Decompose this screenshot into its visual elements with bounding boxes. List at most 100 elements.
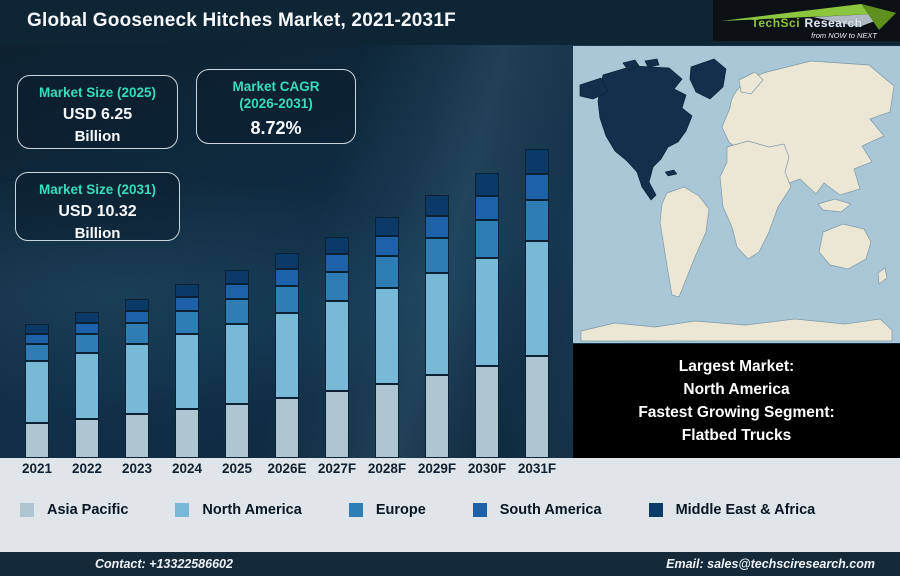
x-axis-label-2021: 2021 <box>21 461 53 476</box>
bar-segment-europe-2026E <box>275 286 299 313</box>
map-south-america <box>659 186 710 298</box>
market-highlights-box: Largest Market: North America Fastest Gr… <box>573 344 900 458</box>
bar-2030F <box>475 173 499 458</box>
bar-segment-asia-pacific-2031F <box>525 356 549 458</box>
bar-segment-south-america-2023 <box>125 311 149 323</box>
bar-segment-europe-2031F <box>525 200 549 241</box>
bar-segment-asia-pacific-2026E <box>275 398 299 458</box>
largest-market-value: North America <box>683 381 790 398</box>
bar-segment-asia-pacific-2023 <box>125 414 149 458</box>
stat-label: Market CAGR (2026-2031) <box>197 78 355 112</box>
bar-segment-middle-east-africa-2025 <box>225 270 249 284</box>
bar-segment-north-america-2027F <box>325 301 349 391</box>
bar-segment-europe-2021 <box>25 344 49 361</box>
bar-segment-middle-east-africa-2027F <box>325 237 349 254</box>
stat-value: USD 10.32 <box>58 203 137 220</box>
logo-brand-secondary: Research <box>804 16 863 30</box>
map-north-america-highlight <box>597 65 693 201</box>
legend-label: Europe <box>375 502 426 518</box>
legend-item-europe: Europe <box>348 502 426 518</box>
bar-2025 <box>225 270 249 458</box>
world-map-panel <box>573 46 900 343</box>
bar-segment-asia-pacific-2021 <box>25 423 49 458</box>
techsci-logo: TechSci Research from NOW to NEXT <box>713 0 900 41</box>
logo-arrow-icon <box>721 4 896 30</box>
map-scandinavia <box>738 71 764 95</box>
x-axis-label-2029F: 2029F <box>417 461 457 476</box>
bar-2026E <box>275 253 299 458</box>
x-axis-label-2028F: 2028F <box>367 461 407 476</box>
bar-segment-south-america-2031F <box>525 174 549 200</box>
map-alaska <box>579 77 609 100</box>
bar-segment-north-america-2025 <box>225 324 249 404</box>
bar-segment-middle-east-africa-2021 <box>25 324 49 334</box>
bar-segment-south-america-2026E <box>275 269 299 286</box>
bar-segment-middle-east-africa-2028F <box>375 217 399 236</box>
bar-segment-europe-2025 <box>225 299 249 324</box>
bar-segment-europe-2027F <box>325 272 349 301</box>
bar-segment-north-america-2031F <box>525 241 549 356</box>
bar-segment-south-america-2022 <box>75 323 99 334</box>
bar-segment-south-america-2027F <box>325 254 349 272</box>
logo-text: TechSci Research from NOW to NEXT <box>723 17 891 41</box>
bar-segment-north-america-2024 <box>175 334 199 409</box>
bar-segment-asia-pacific-2030F <box>475 366 499 458</box>
bar-segment-middle-east-africa-2030F <box>475 173 499 196</box>
bar-segment-north-america-2021 <box>25 361 49 423</box>
bar-2028F <box>375 217 399 458</box>
bar-2027F <box>325 237 349 458</box>
bar-segment-asia-pacific-2025 <box>225 404 249 458</box>
bar-segment-asia-pacific-2024 <box>175 409 199 458</box>
bar-2029F <box>425 195 449 458</box>
bar-segment-europe-2029F <box>425 238 449 273</box>
legend-item-middle-east-africa: Middle East & Africa <box>648 502 815 518</box>
bar-segment-south-america-2025 <box>225 284 249 299</box>
bar-segment-asia-pacific-2029F <box>425 375 449 458</box>
bar-2024 <box>175 284 199 458</box>
map-antarctica <box>580 318 893 342</box>
legend-label: South America <box>499 502 602 518</box>
bar-segment-middle-east-africa-2026E <box>275 253 299 269</box>
legend-label: Asia Pacific <box>47 502 129 518</box>
legend-swatch-icon <box>348 503 363 517</box>
logo-brand-primary: TechSci <box>751 16 801 30</box>
map-indonesia <box>817 198 852 213</box>
bar-segment-north-america-2023 <box>125 344 149 414</box>
bar-segment-middle-east-africa-2023 <box>125 299 149 311</box>
stat-unit: Billion <box>74 128 121 145</box>
bar-2021 <box>25 324 49 458</box>
bar-segment-north-america-2029F <box>425 273 449 375</box>
x-axis-label-2030F: 2030F <box>467 461 507 476</box>
stat-box-market-size-2025: Market Size (2025) USD 6.25 Billion <box>17 75 178 149</box>
map-new-zealand <box>877 267 888 285</box>
stacked-bar-chart <box>0 45 573 458</box>
bar-segment-north-america-2030F <box>475 258 499 366</box>
stat-value: 8.72% <box>250 118 302 138</box>
stat-box-market-size-2031: Market Size (2031) USD 10.32 Billion <box>15 172 180 242</box>
page-title: Global Gooseneck Hitches Market, 2021-20… <box>27 10 456 31</box>
stat-box-market-cagr: Market CAGR (2026-2031) 8.72% <box>196 69 356 144</box>
legend-item-asia-pacific: Asia Pacific <box>20 502 128 518</box>
x-axis-label-2024: 2024 <box>171 461 203 476</box>
legend-item-south-america: South America <box>472 502 602 518</box>
chart-legend: Asia Pacific North America Europe South Ame… <box>20 502 815 518</box>
bar-segment-middle-east-africa-2024 <box>175 284 199 297</box>
logo-tagline: from NOW to NEXT <box>811 31 877 40</box>
bar-segment-europe-2024 <box>175 311 199 334</box>
map-australia <box>818 223 872 270</box>
bar-2022 <box>75 312 99 458</box>
fastest-segment-value: Flatbed Trucks <box>681 427 792 444</box>
bar-segment-asia-pacific-2028F <box>375 384 399 458</box>
x-axis-label-2027F: 2027F <box>317 461 357 476</box>
bar-2031F <box>525 149 549 458</box>
bar-segment-europe-2028F <box>375 256 399 288</box>
world-map <box>573 46 900 343</box>
bar-segment-middle-east-africa-2022 <box>75 312 99 323</box>
legend-label: North America <box>202 502 302 518</box>
legend-swatch-icon <box>472 503 487 517</box>
stat-label-line1: Market CAGR <box>232 79 320 94</box>
legend-swatch-icon <box>648 503 663 517</box>
bar-2023 <box>125 299 149 458</box>
contact-phone: Contact: +13322586602 <box>95 557 233 571</box>
bar-segment-south-america-2029F <box>425 216 449 238</box>
